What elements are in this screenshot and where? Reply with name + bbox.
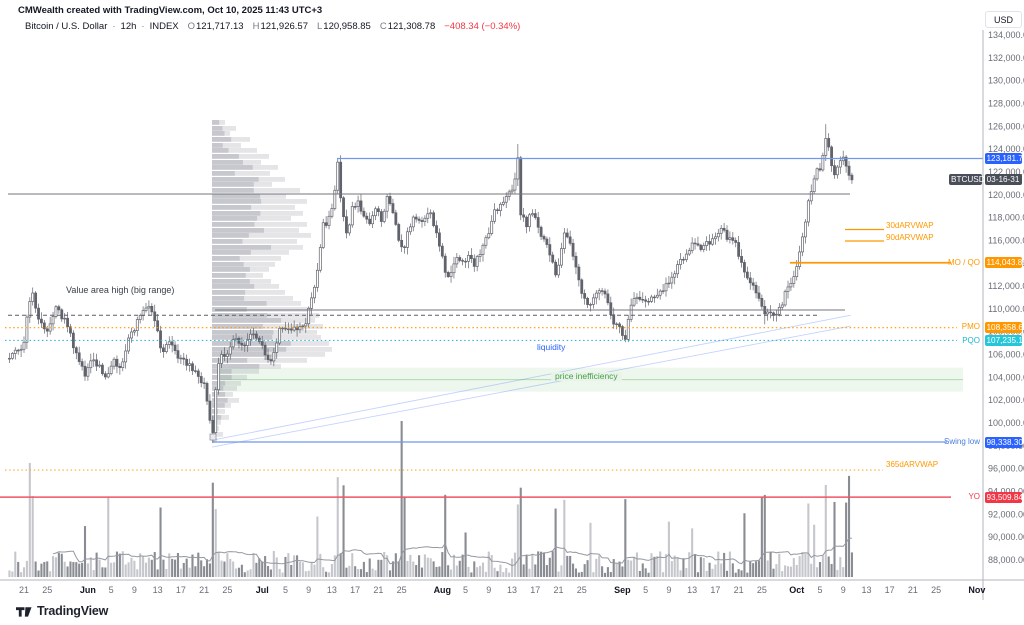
time-tick-label: Aug <box>434 585 452 595</box>
time-tick-label: 9 <box>306 585 311 595</box>
time-tick-label: Sep <box>614 585 631 595</box>
price-inefficiency-zone[interactable] <box>218 367 963 392</box>
liquidity-trendlines[interactable] <box>212 314 851 448</box>
time-tick-label: 21 <box>199 585 209 595</box>
tradingview-logo-text: TradingView <box>37 604 109 618</box>
time-tick-label: 21 <box>908 585 918 595</box>
price-tick-label: 114,000.00 <box>988 258 1024 268</box>
price-tick-label: 122,000.00 <box>988 167 1024 177</box>
time-tick-label: 17 <box>710 585 720 595</box>
time-tick-label: Nov <box>968 585 985 595</box>
time-tick-label: 5 <box>817 585 822 595</box>
price-tick-label: 118,000.00 <box>988 213 1024 223</box>
time-tick-label: 9 <box>486 585 491 595</box>
time-tick-label: Jul <box>256 585 269 595</box>
ohlc-high: H121,926.57 <box>252 21 308 32</box>
drawing-anchor-handle[interactable] <box>209 433 217 441</box>
time-tick-label: 25 <box>397 585 407 595</box>
price-tick-label: 130,000.00 <box>988 76 1024 86</box>
price-tick-label: 88,000.00 <box>988 555 1024 565</box>
price-tick-label: 134,000.00 <box>988 30 1024 40</box>
time-tick-label: 5 <box>643 585 648 595</box>
currency-toggle-button[interactable]: USD <box>985 11 1022 28</box>
time-tick-label: 5 <box>463 585 468 595</box>
time-tick-label: 13 <box>327 585 337 595</box>
time-tick-label: 17 <box>885 585 895 595</box>
time-tick-label: 5 <box>283 585 288 595</box>
price-tick-label: 108,000.00 <box>988 327 1024 337</box>
exchange-label: INDEX <box>149 21 179 32</box>
price-tick-label: 126,000.00 <box>988 121 1024 131</box>
price-tick-label: 116,000.00 <box>988 235 1024 245</box>
time-tick-label: 25 <box>757 585 767 595</box>
price-tick-label: 106,000.00 <box>988 350 1024 360</box>
time-tick-label: Oct <box>789 585 804 595</box>
tradingview-logo: TradingView <box>16 604 108 618</box>
time-tick-label: 17 <box>350 585 360 595</box>
time-tick-label: 25 <box>42 585 52 595</box>
ohlc-open: O121,717.13 <box>187 21 244 32</box>
volume-bars <box>8 421 853 577</box>
time-tick-label: 25 <box>931 585 941 595</box>
time-tick-label: 13 <box>861 585 871 595</box>
price-tick-label: 104,000.00 <box>988 372 1024 382</box>
time-tick-label: 21 <box>734 585 744 595</box>
volume-profile <box>212 120 332 443</box>
time-tick-label: 17 <box>176 585 186 595</box>
ohlc-low: L120,958.85 <box>316 21 371 32</box>
price-tick-label: 128,000.00 <box>988 98 1024 108</box>
time-tick-label: 21 <box>19 585 29 595</box>
separator: · <box>112 21 116 32</box>
price-tick-label: 112,000.00 <box>988 281 1024 291</box>
price-tick-label: 124,000.00 <box>988 144 1024 154</box>
time-tick-label: 13 <box>507 585 517 595</box>
time-tick-label: 17 <box>530 585 540 595</box>
time-tick-label: 9 <box>841 585 846 595</box>
symbol-row: Bitcoin / U.S. Dollar · 12h · INDEX O121… <box>25 21 520 32</box>
price-tick-label: 94,000.00 <box>988 487 1024 497</box>
time-tick-label: 25 <box>577 585 587 595</box>
time-tick-label: 13 <box>153 585 163 595</box>
attribution-line: CMWealth created with TradingView.com, O… <box>18 5 323 16</box>
time-tick-label: 21 <box>373 585 383 595</box>
price-tick-label: 110,000.00 <box>988 304 1024 314</box>
price-tick-label: 120,000.00 <box>988 190 1024 200</box>
level-lines[interactable] <box>0 157 983 498</box>
time-tick-label: 5 <box>109 585 114 595</box>
ohlc-close: C121,308.78 <box>379 21 436 32</box>
time-tick-label: 25 <box>222 585 232 595</box>
tradingview-logo-icon <box>16 606 32 617</box>
time-axis[interactable]: 21 25 Jun 5 9 13 17 21 25 Jul 5 9 13 17 21 25 Aug 5 9 13 17 2… <box>19 585 985 595</box>
price-tick-label: 132,000.00 <box>988 53 1024 63</box>
price-tick-label: 102,000.00 <box>988 395 1024 405</box>
price-tick-label: 100,000.00 <box>988 418 1024 428</box>
interval-label: 12h <box>120 21 137 32</box>
price-tick-label: 96,000.00 <box>988 464 1024 474</box>
volume-ma-line <box>52 537 852 567</box>
time-tick-label: 13 <box>687 585 697 595</box>
symbol-title[interactable]: Bitcoin / U.S. Dollar · 12h · INDEX <box>25 21 179 32</box>
price-change: −408.34 (−0.34%) <box>444 21 521 32</box>
time-tick-label: 9 <box>666 585 671 595</box>
symbol-name: Bitcoin / U.S. Dollar <box>25 21 108 32</box>
price-tick-label: 92,000.00 <box>988 509 1024 519</box>
time-tick-label: Jun <box>80 585 96 595</box>
separator: · <box>141 21 145 32</box>
time-tick-label: 9 <box>132 585 137 595</box>
candles <box>8 124 854 443</box>
price-tick-label: 90,000.00 <box>988 532 1024 542</box>
price-tick-label: 98,000.00 <box>988 441 1024 451</box>
time-tick-label: 21 <box>554 585 564 595</box>
